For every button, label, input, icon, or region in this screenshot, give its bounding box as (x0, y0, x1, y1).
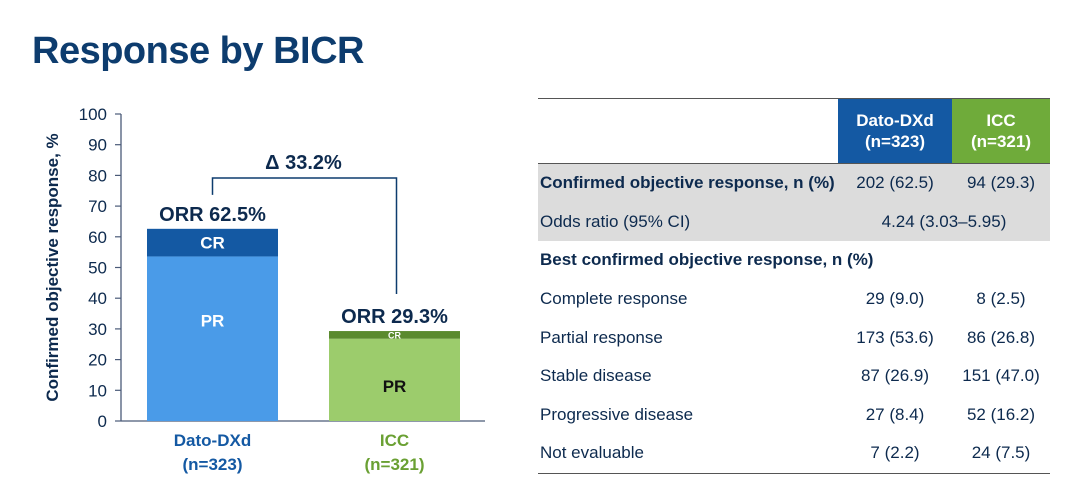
page-title: Response by BICR (32, 30, 364, 72)
bar-label-cr: CR (388, 330, 401, 340)
bar-label-cr: CR (200, 234, 225, 253)
y-tick-label: 30 (88, 320, 107, 339)
table-row: Partial response 173 (53.6) 86 (26.8) (540, 327, 1036, 347)
y-tick-label: 20 (88, 351, 107, 370)
y-tick-label: 50 (88, 259, 107, 278)
table-header-row: Dato-DXd (n=323) ICC (n=321) (538, 98, 1050, 164)
y-tick-label: 10 (88, 381, 107, 400)
bar-label-pr: PR (383, 377, 407, 396)
table-row: Not evaluable 7 (2.2) 24 (7.5) (538, 434, 1050, 474)
bar-cr-icc (329, 331, 460, 339)
y-tick-label: 0 (98, 412, 107, 431)
table-row: Stable disease 87 (26.9) 151 (47.0) (540, 366, 1040, 386)
bar-pr-icc (329, 338, 460, 421)
y-tick-label: 100 (79, 105, 107, 124)
orr-label: ORR 62.5% (159, 204, 266, 226)
y-tick-label: 70 (88, 197, 107, 216)
y-tick-label: 90 (88, 136, 107, 155)
bar-cr-dato-dxd (147, 228, 278, 257)
table-row: Odds ratio (95% CI) 4.24 (3.03–5.95) (538, 202, 1050, 242)
bar-pr-dato-dxd (147, 256, 278, 421)
x-tick-n-label: (n=321) (365, 455, 425, 474)
x-tick-n-label: (n=323) (183, 455, 243, 474)
delta-bracket (211, 177, 398, 295)
stacked-bar-chart: 0 10 20 30 40 50 60 70 80 90 100 Confirmed objectiv… (43, 105, 485, 474)
header-dato-dxd: Dato-DXd (n=323) (838, 98, 952, 164)
y-tick-label: 60 (88, 228, 107, 247)
response-table: Dato-DXd (n=323) ICC (n=321) Confirmed obj… (538, 98, 1050, 474)
table-row: Confirmed objective response, n (%) 202 … (538, 163, 1050, 203)
x-tick-label: ICC (380, 431, 409, 450)
table-row: Complete response 29 (9.0) 8 (2.5) (540, 289, 1026, 309)
y-tick-label: 80 (88, 166, 107, 185)
header-icc: ICC (n=321) (952, 98, 1050, 164)
table-row: Progressive disease 27 (8.4) 52 (16.2) (540, 404, 1036, 424)
x-tick-label: Dato-DXd (174, 431, 251, 450)
orr-label: ORR 29.3% (341, 306, 448, 328)
bar-label-pr: PR (201, 312, 225, 331)
delta-label: Δ 33.2% (265, 152, 342, 174)
y-tick-label: 40 (88, 289, 107, 308)
y-axis-label: Confirmed objective response, % (43, 133, 62, 401)
table-section-row: Best confirmed objective response, n (%) (540, 250, 874, 270)
